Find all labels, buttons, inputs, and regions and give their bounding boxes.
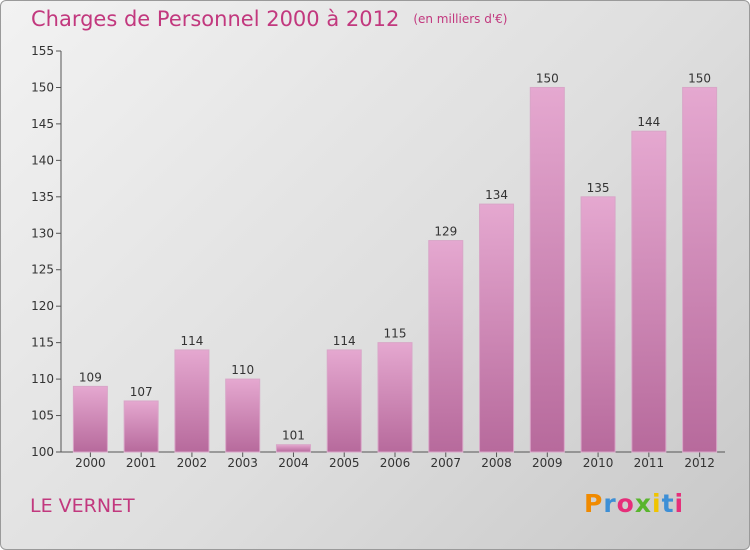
x-tick-label: 2002	[177, 456, 208, 470]
logo-letter: x	[634, 489, 652, 518]
x-tick-label: 2008	[481, 456, 512, 470]
bar-value-label: 150	[688, 71, 711, 85]
y-tick-label: 145	[31, 117, 54, 131]
bar-value-label: 101	[282, 429, 305, 443]
x-tick-label: 2009	[532, 456, 563, 470]
bar-value-label: 109	[79, 370, 102, 384]
x-tick-label: 2005	[329, 456, 360, 470]
commune-name: LE VERNET	[30, 495, 135, 517]
bar-value-label: 107	[130, 385, 153, 399]
logo-letter: i	[652, 489, 662, 518]
y-tick-label: 120	[31, 299, 54, 313]
x-tick-label: 2011	[634, 456, 665, 470]
logo-letter: t	[661, 489, 675, 518]
x-tick-label: 2007	[430, 456, 461, 470]
x-tick-label: 2012	[684, 456, 715, 470]
y-tick-label: 110	[31, 372, 54, 386]
chart-title: Charges de Personnel 2000 à 2012 (en mill…	[31, 7, 507, 31]
y-tick-label: 155	[31, 44, 54, 58]
bar-value-label: 134	[485, 188, 508, 202]
bar	[428, 240, 464, 453]
bar-value-label: 135	[587, 181, 610, 195]
x-tick-label: 2001	[126, 456, 157, 470]
bar-value-label: 115	[384, 327, 407, 341]
bar	[123, 400, 159, 453]
y-tick-label: 125	[31, 263, 54, 277]
x-tick-label: 2010	[583, 456, 614, 470]
x-tick-label: 2003	[227, 456, 258, 470]
x-tick-label: 2006	[380, 456, 411, 470]
bar	[225, 378, 261, 453]
bar-value-label: 114	[333, 334, 356, 348]
bar-value-label: 150	[536, 71, 559, 85]
logo-letter: P	[584, 489, 604, 518]
y-tick-label: 115	[31, 336, 54, 350]
proxiti-logo: Proxiti	[584, 489, 684, 518]
bar	[529, 86, 565, 453]
bar	[275, 444, 311, 453]
y-tick-label: 140	[31, 153, 54, 167]
bar	[682, 86, 718, 453]
logo-letter: i	[674, 489, 685, 518]
bar-value-label: 144	[637, 115, 660, 129]
bar-value-label: 114	[180, 334, 203, 348]
y-tick-label: 135	[31, 190, 54, 204]
x-tick-label: 2000	[75, 456, 106, 470]
y-tick-label: 130	[31, 226, 54, 240]
x-tick-label: 2004	[278, 456, 309, 470]
title-text: Charges de Personnel 2000 à 2012	[31, 7, 400, 31]
bar-value-label: 110	[231, 363, 254, 377]
bar	[377, 342, 413, 453]
bar	[580, 196, 616, 453]
y-tick-label: 105	[31, 409, 54, 423]
bar-value-label: 129	[434, 225, 457, 239]
logo-letter: r	[603, 489, 617, 518]
bar	[326, 349, 362, 453]
bar	[174, 349, 210, 453]
bar	[631, 130, 667, 453]
y-tick-label: 100	[31, 445, 54, 459]
logo-letter: o	[616, 489, 635, 518]
y-tick-label: 150	[31, 80, 54, 94]
bar	[479, 203, 515, 453]
title-unit: (en milliers d'€)	[413, 12, 508, 26]
bar	[72, 385, 108, 453]
